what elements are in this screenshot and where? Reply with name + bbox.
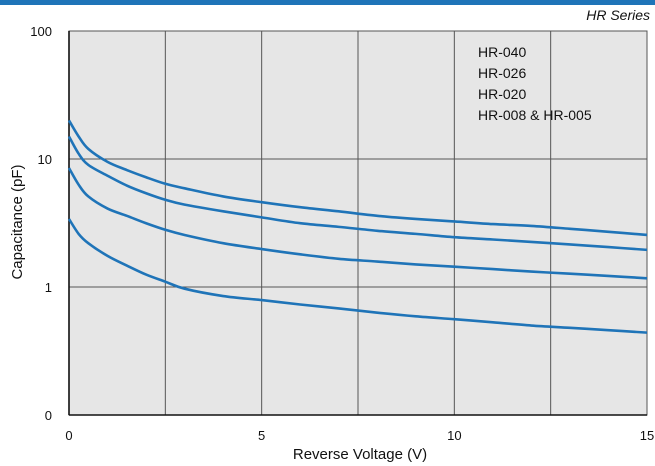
series-line-4	[67, 218, 648, 334]
legend-label-2: HR-026	[478, 65, 526, 81]
series-title: HR Series	[586, 7, 650, 23]
series-line-2	[67, 135, 648, 252]
header-bar	[0, 0, 655, 5]
y-tick-label: 1	[45, 280, 52, 295]
x-tick-label: 5	[258, 428, 265, 443]
x-tick-label: 10	[447, 428, 461, 443]
legend: HR-040 HR-026 HR-020 HR-008 & HR-005	[478, 44, 592, 123]
x-tick-label: 0	[65, 428, 72, 443]
y-tick-label: 10	[38, 152, 52, 167]
legend-label-3: HR-020	[478, 86, 526, 102]
y-tick-label: 100	[30, 24, 52, 39]
legend-label-1: HR-040	[478, 44, 526, 60]
x-tick-label: 15	[640, 428, 654, 443]
series-line-3	[67, 167, 648, 280]
series-lines	[67, 119, 648, 334]
series-line-1	[67, 119, 648, 237]
legend-label-4: HR-008 & HR-005	[478, 107, 592, 123]
grid	[68, 30, 648, 416]
y-axis-title: Capacitance (pF)	[9, 164, 26, 279]
y-tick-label: 0	[45, 408, 52, 423]
x-axis-title: Reverse Voltage (V)	[293, 446, 427, 463]
